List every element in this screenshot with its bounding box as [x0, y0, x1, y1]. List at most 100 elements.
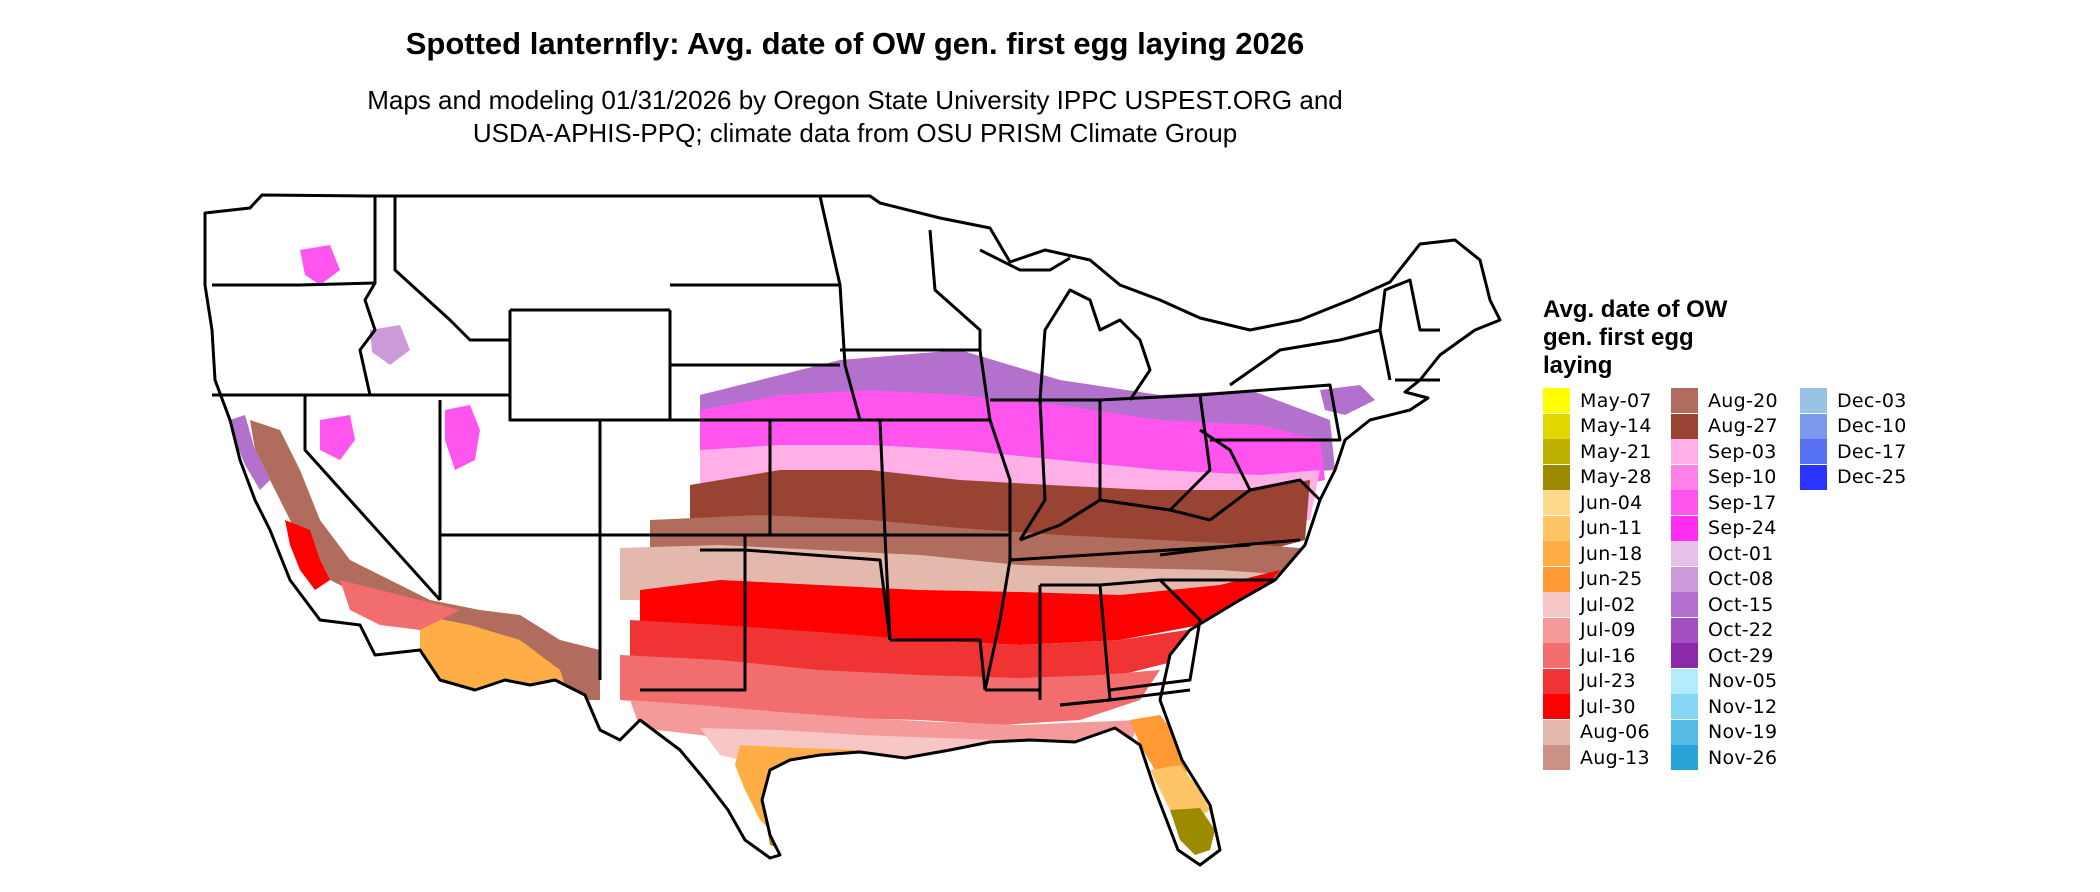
legend-label: Dec-03 — [1837, 389, 1907, 412]
plains-east-border — [818, 195, 862, 421]
legend-label: Nov-05 — [1708, 670, 1778, 693]
legend-item: Dec-17 — [1800, 439, 1907, 465]
legend-item: Oct-22 — [1671, 617, 1778, 644]
legend-column-2: Aug-20 Aug-27 Sep-03 Sep-10 Sep-17 Sep-24 Oct-… — [1671, 388, 1778, 771]
ar-la-border — [890, 638, 987, 691]
legend-swatch — [1543, 541, 1570, 567]
map-title: Spotted lanternfly: Avg. date of OW gen.… — [405, 26, 1305, 61]
ky-north-border — [1019, 498, 1211, 542]
legend-item: Aug-27 — [1671, 413, 1778, 440]
mt-id-border — [393, 196, 510, 342]
legend-item: Oct-29 — [1671, 643, 1778, 669]
legend-item: Jul-16 — [1543, 643, 1652, 669]
zone-oct-15-ca — [230, 415, 270, 490]
legend-swatch — [1671, 464, 1698, 490]
id-west-border — [358, 196, 377, 396]
legend-swatch — [1543, 694, 1570, 720]
legend-column-3: Dec-03 Dec-10 Dec-17 Dec-25 — [1800, 388, 1907, 490]
legend-swatch — [1543, 566, 1570, 592]
legend-item: Dec-03 — [1800, 388, 1907, 414]
legend-swatch — [1800, 388, 1827, 414]
zone-sep-17-ut — [445, 405, 480, 470]
zone-jul-16 — [620, 655, 1160, 725]
legend-swatch — [1543, 439, 1570, 465]
legend-label: Dec-10 — [1837, 415, 1907, 438]
legend-item: Nov-12 — [1671, 694, 1778, 720]
legend-label: Oct-08 — [1708, 568, 1774, 591]
mo-east-border — [978, 349, 1012, 560]
legend-item: Jul-23 — [1543, 668, 1652, 695]
legend-swatch — [1671, 694, 1698, 720]
legend-column-1: May-07 May-14 May-21 May-28 Jun-04 Jun-11 Jun-… — [1543, 388, 1652, 771]
legend-label: Dec-25 — [1837, 466, 1907, 489]
legend-label: Sep-17 — [1708, 491, 1777, 514]
legend-swatch — [1543, 592, 1570, 618]
zone-aug-20-sw — [250, 420, 600, 700]
legend-label: Nov-19 — [1708, 721, 1778, 744]
ok-tx-border — [700, 548, 892, 641]
legend-item: Aug-20 — [1671, 388, 1778, 414]
legend-label: May-21 — [1580, 440, 1652, 463]
legend-swatch — [1671, 668, 1698, 694]
legend-label: Aug-27 — [1708, 415, 1778, 438]
legend-item: Dec-10 — [1800, 413, 1907, 440]
legend-label: Jul-09 — [1580, 619, 1636, 642]
legend-label: May-28 — [1580, 466, 1652, 489]
legend-title-line-3: laying — [1543, 352, 1613, 379]
new-england-border — [1378, 278, 1440, 382]
legend-label: Sep-24 — [1708, 517, 1777, 540]
ok-ar-border — [883, 534, 892, 641]
legend-label: Jun-25 — [1580, 568, 1643, 591]
legend-swatch — [1543, 515, 1570, 541]
legend-swatch — [1543, 490, 1570, 516]
legend-swatch — [1671, 592, 1698, 618]
zone-may-28 — [1170, 808, 1215, 855]
ks-east-border — [878, 419, 887, 536]
legend-label: Aug-20 — [1708, 389, 1778, 412]
fl-north-border — [1059, 688, 1191, 707]
legend-label: Sep-03 — [1708, 440, 1777, 463]
legend-swatch — [1543, 745, 1570, 771]
mn-wi-border — [928, 229, 982, 350]
legend-swatch — [1671, 745, 1698, 771]
legend-swatch — [1543, 388, 1570, 414]
legend-title-line-1: Avg. date of OW — [1543, 296, 1728, 323]
legend-item: Jul-02 — [1543, 592, 1652, 618]
legend-swatch — [1800, 413, 1827, 439]
legend-label: Jul-16 — [1580, 644, 1636, 667]
legend-label: Jun-11 — [1580, 517, 1643, 540]
subtitle-line-2: USDA-APHIS-PPQ; climate data from OSU PR… — [472, 118, 1238, 148]
legend-label: Oct-15 — [1708, 593, 1774, 616]
nv-border — [303, 395, 442, 602]
wa-or-border — [212, 281, 376, 287]
pa-border — [1199, 383, 1342, 442]
phenology-zones — [230, 245, 1375, 855]
legend-swatch — [1671, 439, 1698, 465]
legend-label: Jul-23 — [1580, 670, 1636, 693]
legend-item: Jun-25 — [1543, 566, 1652, 593]
legend-swatch — [1671, 541, 1698, 567]
legend-swatch — [1800, 439, 1827, 465]
us-outline — [203, 193, 1502, 867]
legend-item: Sep-17 — [1671, 490, 1778, 516]
legend-item: Aug-13 — [1543, 745, 1652, 771]
wi-mi-border — [979, 248, 1071, 272]
legend-label: Jul-02 — [1580, 593, 1636, 616]
legend-swatch — [1671, 388, 1698, 414]
legend-label: Oct-22 — [1708, 619, 1774, 642]
map-subtitle: Maps and modeling 01/31/2026 by Oregon S… — [240, 84, 1470, 150]
legend-label: Jun-04 — [1580, 491, 1643, 514]
legend-label: May-14 — [1580, 415, 1652, 438]
legend-swatch — [1671, 490, 1698, 516]
legend-item: Dec-25 — [1800, 464, 1907, 491]
legend-swatch — [1543, 413, 1570, 439]
legend-item: Nov-26 — [1671, 745, 1778, 771]
ny-border — [1229, 328, 1392, 387]
ms-border — [983, 559, 1042, 700]
zone-jun-18-az — [420, 610, 570, 690]
legend-item: Sep-24 — [1671, 515, 1778, 542]
legend-item: Oct-08 — [1671, 566, 1778, 593]
zone-jul-30-ca — [285, 520, 330, 590]
legend-item: May-07 — [1543, 388, 1652, 414]
legend-label: Oct-29 — [1708, 644, 1774, 667]
